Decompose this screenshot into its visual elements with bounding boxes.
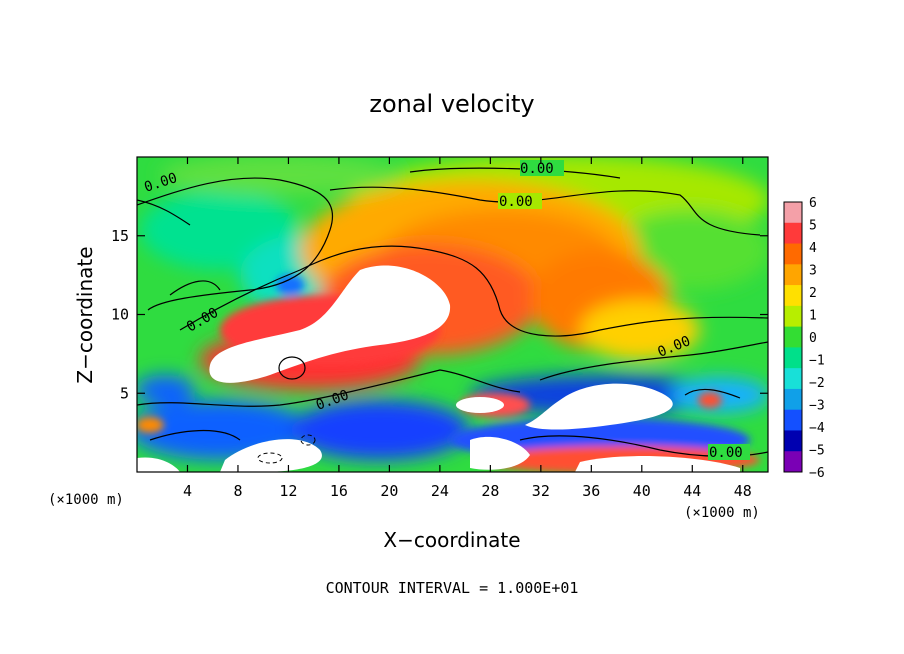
x-axis-label: X−coordinate [383,528,520,552]
colorbar-swatch [784,347,802,369]
colorbar-label: −6 [809,466,825,481]
colorbar-swatch [784,243,802,265]
colorbar-swatch [784,264,802,286]
colorbar-frame [783,201,803,473]
colorbar-swatch [784,202,802,224]
x-tick-label: 28 [481,482,499,500]
colorbar-label: −4 [809,421,825,436]
y-axis: 5 10 15 [111,227,768,402]
colorbar-swatch [784,451,802,473]
x-axis: 4 8 12 16 20 24 28 32 36 40 44 48 [183,157,752,500]
colorbar-label: 4 [809,241,817,256]
colorbar-label: −1 [809,354,825,369]
colorbar-swatch [784,409,802,431]
colorbar-swatch [784,388,802,411]
colorbar-label: −2 [809,376,825,391]
x-tick-label: 8 [233,482,242,500]
x-tick-label: 40 [633,482,651,500]
colorbar-label: −5 [809,444,825,459]
contour-interval-note: CONTOUR INTERVAL = 1.000E+01 [326,579,579,597]
y-unit-label: (×1000 m) [48,492,124,508]
colorbar-label: −3 [809,399,825,414]
colorbar-swatch [784,285,802,307]
x-tick-label: 48 [734,482,752,500]
y-tick-label: 15 [111,227,129,245]
contour-label: 0.00 [499,194,533,210]
colorbar-label: 2 [809,286,817,301]
heatmap-field: 0.00 0.00 0.00 0.00 0.00 0.00 0.00 [137,157,768,472]
colorbar-label: 5 [809,219,817,234]
x-unit-label: (×1000 m) [684,505,760,521]
x-tick-label: 12 [279,482,297,500]
colorbar-label: 1 [809,309,817,324]
x-tick-label: 32 [532,482,550,500]
x-tick-label: 36 [582,482,600,500]
colorbar-label: 3 [809,264,817,279]
x-tick-label: 20 [380,482,398,500]
x-tick-label: 16 [330,482,348,500]
colorbar-swatch [784,368,802,390]
contour-label: 0.00 [709,445,743,461]
colorbar-label: 6 [809,196,817,211]
contour-label: 0.00 [520,161,554,177]
chart-title: zonal velocity [369,90,534,118]
x-tick-label: 4 [183,482,192,500]
y-axis-label: Z−coordinate [73,246,97,383]
colorbar-label: 0 [809,331,817,346]
colorbar-swatch [784,305,802,328]
colorbar-swatch [784,430,802,452]
x-tick-label: 24 [431,482,449,500]
y-tick-label: 5 [120,384,129,402]
colorbar-swatch [784,222,802,245]
colorbar-swatch [784,326,802,348]
colorbar: 6 5 4 3 2 1 0 −1 −2 −3 −4 −5 −6 [783,196,825,481]
y-tick-label: 10 [111,306,129,324]
x-tick-label: 44 [683,482,701,500]
